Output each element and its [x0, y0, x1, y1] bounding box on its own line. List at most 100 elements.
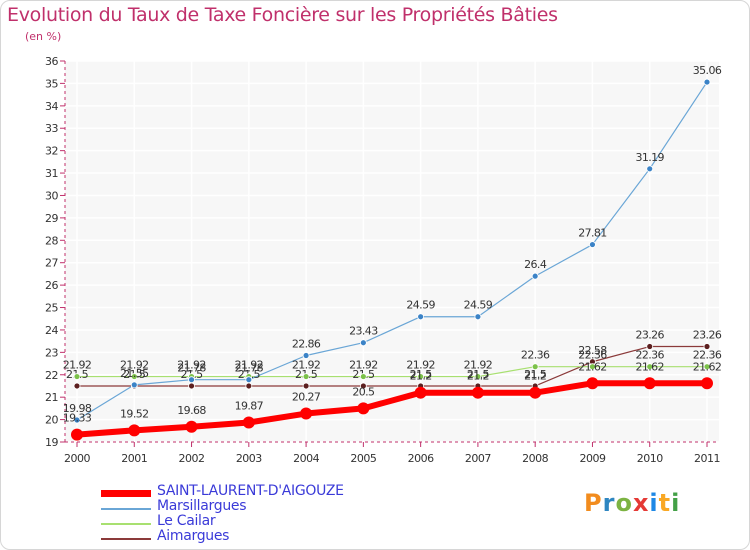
data-point	[242, 416, 255, 429]
logo-letter: i	[671, 489, 681, 517]
data-label: 21.62	[693, 360, 722, 373]
y-tick-label: 36	[45, 55, 58, 68]
y-tick-label: 25	[45, 302, 58, 315]
data-label: 21.2	[524, 370, 546, 383]
data-label: 22.36	[578, 349, 607, 362]
data-label: 22.36	[521, 349, 550, 362]
x-tick-label: 2005	[350, 452, 376, 465]
data-label: 31.19	[635, 151, 664, 164]
data-label: 23.26	[693, 329, 722, 342]
data-point	[701, 377, 713, 390]
series-line	[76, 81, 708, 421]
data-point	[703, 363, 711, 371]
data-point	[357, 402, 370, 415]
data-label: 24.59	[406, 299, 435, 312]
line-chart: 19 20 21 22 23 24 25 26 27 28 29 30 31 32 33 34 35 36 2000…	[45, 55, 722, 465]
data-label: 20.27	[292, 391, 321, 404]
legend-label: Marsillargues	[157, 498, 247, 514]
data-label: 19.98	[63, 402, 92, 415]
data-label: 19.87	[235, 400, 264, 413]
y-tick-label: 22	[45, 369, 58, 382]
x-tick-label: 2007	[465, 452, 491, 465]
x-tick-label: 2006	[408, 452, 434, 465]
x-tick-label: 2008	[522, 452, 548, 465]
data-point	[474, 373, 482, 380]
data-label: 21.92	[349, 359, 378, 372]
data-point	[414, 386, 427, 399]
logo-letter: i	[649, 489, 659, 517]
y-tick-label: 24	[45, 324, 58, 337]
logo-letter: o	[615, 489, 633, 517]
data-label: 21.92	[464, 359, 493, 372]
data-label: 21.78	[177, 362, 206, 375]
data-label: 21.55	[120, 367, 149, 380]
data-point	[531, 272, 539, 280]
x-tick-label: 2009	[579, 452, 605, 465]
data-point	[73, 382, 81, 390]
data-point	[471, 386, 484, 399]
data-label: 21.92	[235, 359, 264, 372]
y-tick-label: 20	[45, 414, 58, 427]
legend-swatch	[101, 523, 151, 525]
y-tick-label: 23	[45, 346, 58, 359]
data-point	[474, 313, 482, 321]
x-tick-label: 2004	[293, 452, 319, 465]
y-tick-label: 19	[45, 436, 58, 449]
data-point	[73, 416, 81, 424]
proxiti-logo: Proxiti	[584, 489, 680, 517]
legend-swatch	[101, 508, 151, 510]
y-tick-label: 34	[45, 100, 58, 113]
data-point	[128, 424, 141, 437]
x-tick-label: 2010	[637, 452, 663, 465]
data-point	[703, 78, 711, 86]
data-point	[130, 373, 138, 380]
data-point	[703, 343, 711, 350]
data-label: 21.92	[292, 359, 321, 372]
data-point	[302, 373, 310, 380]
data-point	[302, 352, 310, 359]
data-point	[359, 382, 367, 390]
y-tick-label: 30	[45, 189, 58, 202]
x-tick-label: 2000	[64, 452, 90, 465]
y-tick-label: 33	[45, 122, 58, 135]
data-label: 21.2	[467, 370, 489, 383]
data-point	[302, 382, 310, 390]
legend-label: Le Cailar	[157, 513, 216, 529]
data-label: 19.68	[177, 404, 206, 417]
data-point	[188, 376, 195, 384]
logo-letter: P	[584, 489, 603, 517]
x-tick-label: 2011	[694, 452, 720, 465]
legend-label: SAINT-LAURENT-D'AIGOUZE	[157, 483, 344, 499]
data-point	[245, 376, 253, 384]
y-tick-label: 35	[45, 77, 58, 90]
series-line	[76, 345, 708, 387]
chart-unit-label: (en %)	[25, 30, 62, 43]
data-point	[359, 339, 367, 347]
data-label: 19.52	[120, 407, 149, 420]
data-point	[185, 420, 198, 433]
data-point	[586, 377, 599, 390]
data-label: 21.62	[578, 360, 607, 373]
data-point	[417, 313, 425, 321]
data-point	[643, 377, 656, 390]
data-point	[245, 382, 253, 390]
data-label: 21.92	[63, 359, 92, 372]
data-label: 27.81	[578, 227, 607, 240]
data-label: 24.59	[464, 299, 493, 312]
data-point	[73, 373, 81, 380]
plot-area	[65, 61, 719, 442]
data-label: 22.36	[635, 349, 664, 362]
data-point	[417, 373, 425, 380]
x-tick-label: 2003	[236, 452, 262, 465]
x-tick-label: 2002	[179, 452, 205, 465]
data-label: 21.2	[410, 370, 432, 383]
data-point	[529, 386, 542, 399]
data-point	[646, 165, 654, 173]
data-label: 21.78	[235, 362, 264, 375]
data-point	[130, 381, 138, 389]
data-point	[646, 343, 654, 350]
data-label: 23.26	[635, 329, 664, 342]
legend-label: Aimargues	[157, 528, 230, 544]
y-tick-label: 31	[45, 167, 58, 180]
logo-letter: t	[658, 489, 672, 517]
